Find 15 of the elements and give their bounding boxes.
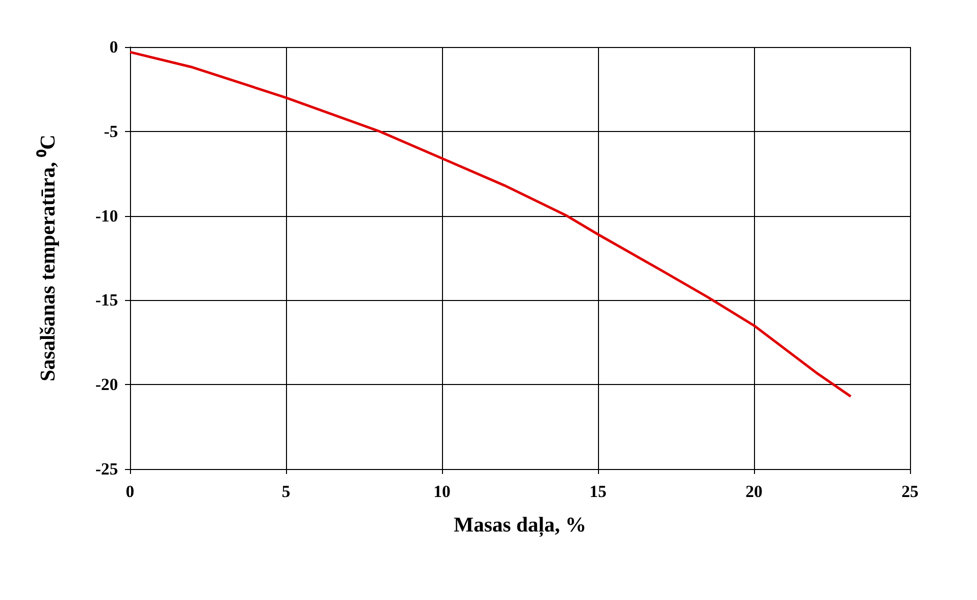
y-tick-label: -10 (95, 206, 118, 226)
y-tick-label: 0 (110, 38, 118, 56)
y-tick-label: -5 (104, 122, 118, 141)
x-tick-label: 15 (590, 482, 606, 501)
y-axis-title: Sasalšanas temperatūra, ⁰C (36, 134, 60, 382)
y-tick-label: -20 (95, 375, 118, 394)
x-axis-title: Masas daļa, % (454, 512, 586, 538)
x-tick-label: 0 (126, 482, 134, 501)
x-tick-label: 5 (282, 482, 290, 501)
x-tick-label: 20 (746, 482, 762, 501)
x-tick-label: 25 (902, 482, 918, 501)
y-tick-label: -15 (95, 290, 118, 310)
y-tick-label: -25 (95, 460, 118, 478)
line-series (128, 50, 852, 398)
x-tick-label: 10 (434, 482, 450, 501)
